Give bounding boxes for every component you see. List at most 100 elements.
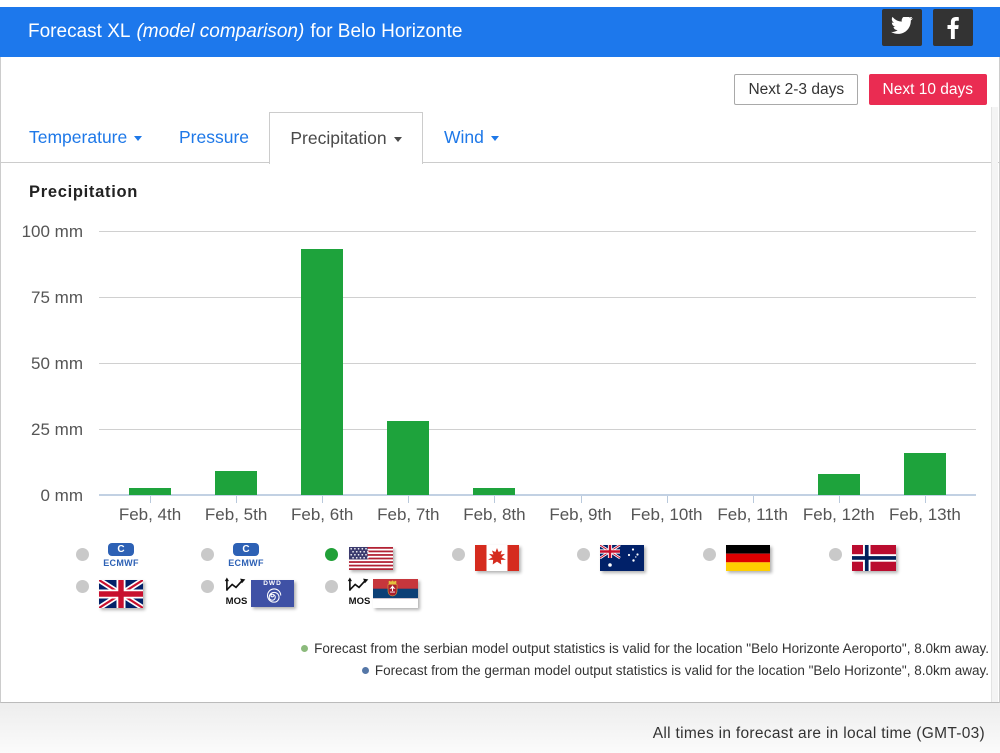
dwd-logo-icon[interactable]: DWD — [251, 580, 294, 607]
uk-flag-icon[interactable] — [97, 577, 145, 611]
tab-pressure[interactable]: Pressure — [179, 112, 249, 163]
title-location: for Belo Horizonte — [310, 21, 463, 42]
title-model-comparison: (model comparison) — [136, 21, 305, 42]
x-axis-label-feb-9th: Feb, 9th — [549, 505, 612, 524]
x-axis-label-feb-10th: Feb, 10th — [630, 505, 703, 524]
bar-feb-5th — [215, 471, 258, 495]
chevron-down-icon — [490, 136, 499, 141]
tab-precipitation-label: Precipitation — [290, 128, 387, 148]
mos-label: MOS — [348, 596, 371, 607]
bar-feb-6th — [301, 249, 344, 495]
tab-temperature[interactable]: Temperature — [29, 112, 143, 163]
y-axis-label-0mm: 0 mm — [40, 486, 84, 505]
timezone-note: All times in forecast are in local time … — [652, 725, 985, 742]
x-axis-label-feb-4th: Feb, 4th — [118, 505, 182, 524]
scrollbar[interactable] — [991, 107, 998, 702]
x-tick — [494, 496, 496, 503]
legend-line-serbian: Forecast from the serbian model output s… — [301, 638, 989, 660]
canada-flag-icon[interactable] — [475, 545, 519, 571]
y-axis-label-25mm: 25 mm — [31, 420, 83, 439]
next-10-days-button[interactable]: Next 10 days — [868, 74, 987, 105]
australia-flag-icon[interactable] — [599, 543, 644, 571]
twitter-share-button[interactable] — [881, 9, 922, 46]
tab-wind[interactable]: Wind — [444, 112, 499, 163]
bar-feb-12th — [817, 473, 860, 495]
x-tick — [150, 496, 151, 503]
x-axis-label-feb-5th: Feb, 5th — [204, 505, 268, 524]
mos-icon[interactable]: MOS — [223, 576, 250, 607]
x-tick — [236, 496, 238, 503]
ecmwf-label: ECMWF — [228, 558, 264, 568]
y-axis-label-75mm: 75 mm — [31, 288, 83, 307]
bar-feb-7th — [387, 421, 430, 495]
ecmwf-emblem-icon: C — [233, 543, 259, 556]
x-axis-label-feb-13th: Feb, 13th — [888, 505, 961, 524]
model-radio-germany[interactable] — [703, 548, 716, 561]
model-radio-uk[interactable] — [76, 580, 89, 593]
x-axis-label-feb-7th: Feb, 7th — [377, 505, 440, 524]
next-2-3-days-button[interactable]: Next 2-3 days — [734, 74, 859, 105]
model-selector: C ECMWF C ECMWF MOS DWD MOS — [1, 57, 999, 702]
chevron-down-icon — [393, 137, 402, 142]
x-tick — [752, 496, 754, 503]
precipitation-chart: 100 mm 75 mm 50 mm 25 mm 0 mm Feb, 4th Feb, 5t… — [1, 57, 999, 702]
facebook-icon — [947, 17, 959, 39]
chart-legend: Forecast from the serbian model output s… — [301, 638, 989, 682]
tab-precipitation[interactable]: Precipitation — [269, 112, 423, 164]
page-title: Forecast XL (model comparison) for Belo Ho… — [28, 7, 462, 57]
serbia-flag-icon[interactable] — [373, 579, 418, 608]
ecmwf-emblem-icon: C — [108, 543, 134, 556]
ecmwf-logo-icon[interactable]: C ECMWF — [99, 543, 143, 568]
model-radio-ecmwf-1[interactable] — [76, 548, 89, 561]
x-tick — [408, 496, 410, 503]
gridline-50mm — [99, 363, 976, 364]
x-tick — [322, 496, 324, 503]
y-axis-label-50mm: 50 mm — [31, 354, 83, 373]
norway-flag-icon[interactable] — [852, 545, 896, 571]
gridline-100mm — [99, 231, 976, 232]
mos-icon[interactable]: MOS — [346, 576, 373, 607]
facebook-share-button[interactable] — [933, 9, 973, 46]
gridline-75mm — [99, 297, 976, 298]
x-axis-label-feb-11th: Feb, 11th — [717, 505, 788, 524]
twitter-icon — [890, 16, 913, 34]
title-main: Forecast XL — [28, 21, 131, 42]
tab-wind-label: Wind — [444, 127, 484, 147]
ecmwf-label: ECMWF — [103, 558, 139, 568]
model-radio-norway[interactable] — [829, 548, 842, 561]
footer: All times in forecast are in local time … — [0, 703, 1000, 753]
social-buttons — [875, 9, 973, 46]
bar-feb-8th — [473, 488, 516, 495]
mos-label: MOS — [225, 596, 248, 607]
x-axis-label-feb-6th: Feb, 6th — [291, 505, 354, 524]
tab-temperature-label: Temperature — [29, 127, 128, 147]
bar-feb-13th — [903, 452, 946, 495]
legend-text-serbian: Forecast from the serbian model output s… — [314, 641, 989, 656]
x-tick — [924, 496, 926, 503]
blue-bullet-icon — [361, 667, 369, 674]
model-radio-mos-serbia[interactable] — [325, 580, 338, 593]
header-bar: Forecast XL (model comparison) for Belo Ho… — [0, 7, 1000, 57]
model-radio-canada[interactable] — [452, 548, 465, 561]
usa-flag-icon[interactable] — [349, 547, 393, 570]
x-axis-label-feb-8th: Feb, 8th — [463, 505, 526, 524]
tab-bar-divider — [1, 162, 999, 163]
legend-text-german: Forecast from the german model output st… — [374, 663, 989, 678]
y-axis-label-100mm: 100 mm — [21, 222, 83, 241]
model-radio-mos-dwd[interactable] — [201, 580, 214, 593]
model-radio-usa[interactable] — [325, 548, 338, 561]
model-radio-australia[interactable] — [577, 548, 590, 561]
chart-title: Precipitation — [29, 183, 139, 201]
chevron-down-icon — [134, 136, 143, 141]
range-buttons: Next 2-3 days Next 10 days — [734, 74, 987, 105]
tab-pressure-label: Pressure — [179, 127, 250, 147]
green-bullet-icon — [301, 645, 309, 652]
x-tick — [666, 496, 668, 503]
germany-flag-icon[interactable] — [726, 545, 770, 571]
ecmwf-logo-icon[interactable]: C ECMWF — [224, 543, 268, 568]
forecast-card: Next 2-3 days Next 10 days Temperature P… — [0, 57, 1000, 703]
gridline-25mm — [99, 429, 976, 430]
dwd-label: DWD — [263, 580, 282, 587]
x-tick — [838, 496, 840, 503]
model-radio-ecmwf-2[interactable] — [201, 548, 214, 561]
